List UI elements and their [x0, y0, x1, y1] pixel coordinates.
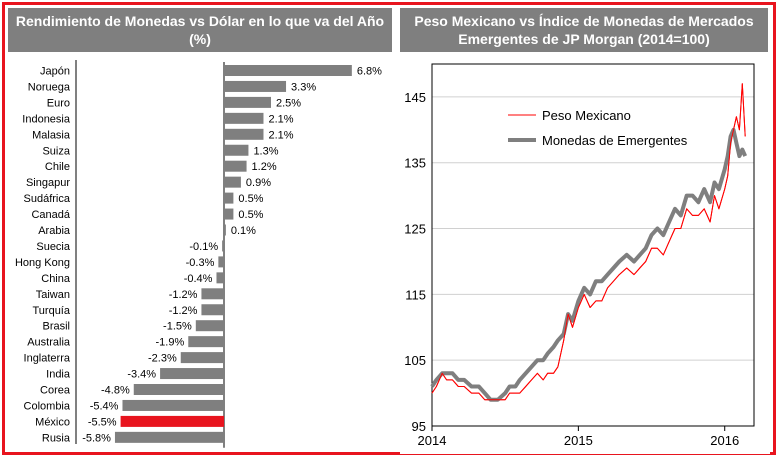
category-label-4: Malasia — [32, 129, 71, 141]
category-label-21: Colombia — [24, 400, 71, 412]
bar-11 — [222, 240, 224, 252]
currency-returns-bar-chart: Japón 6.8% Noruega 3.3% Euro 2.5% Indonesia 2.1… — [8, 56, 392, 448]
x-tick-label-2014: 2014 — [418, 433, 447, 448]
category-label-6: Chile — [45, 161, 70, 173]
category-label-12: Hong Kong — [15, 257, 70, 269]
value-label-19: -3.4% — [127, 369, 156, 381]
category-label-15: Turquía — [32, 305, 70, 317]
y-tick-label-135: 135 — [404, 156, 426, 171]
category-label-2: Euro — [47, 97, 70, 109]
category-label-11: Suecia — [36, 241, 71, 253]
bar-8 — [224, 192, 234, 204]
bar-3 — [224, 112, 264, 124]
value-label-1: 3.3% — [291, 81, 316, 93]
bar-21 — [122, 399, 224, 411]
bar-2 — [224, 96, 271, 108]
bar-20 — [133, 384, 224, 395]
bar-13 — [216, 272, 224, 284]
y-tick-label-115: 115 — [405, 287, 426, 302]
category-label-22: México — [35, 416, 70, 428]
bar-14 — [201, 288, 224, 300]
category-label-14: Taiwan — [36, 289, 70, 301]
category-label-10: Arabia — [38, 225, 71, 237]
bar-5 — [224, 144, 249, 156]
bar-0 — [224, 65, 352, 76]
bar-12 — [218, 256, 224, 268]
category-label-9: Canadá — [31, 209, 70, 221]
bar-9 — [224, 208, 234, 220]
plot-frame — [431, 63, 755, 427]
red-frame — [2, 2, 776, 455]
category-label-19: India — [46, 369, 71, 381]
bar-16 — [195, 320, 224, 332]
legend-label-0: Peso Mexicano — [542, 108, 631, 123]
line-chart-bg — [400, 56, 770, 454]
bar-1 — [224, 80, 287, 92]
value-label-16: -1.5% — [163, 321, 192, 333]
category-label-3: Indonesia — [22, 113, 71, 125]
value-label-4: 2.1% — [268, 129, 293, 141]
bar-15 — [201, 304, 224, 316]
bar-4 — [224, 128, 264, 140]
right-chart-title: Peso Mexicano vs Índice de Monedas de Me… — [400, 8, 768, 52]
y-tick-label-95: 95 — [412, 419, 426, 434]
value-label-10: 0.1% — [231, 225, 256, 237]
bar-19 — [160, 368, 224, 380]
value-label-8: 0.5% — [238, 193, 263, 205]
category-label-13: China — [41, 273, 71, 285]
value-label-15: -1.2% — [169, 305, 198, 317]
value-label-6: 1.2% — [252, 161, 277, 173]
category-label-18: Inglaterra — [24, 353, 71, 365]
category-label-1: Noruega — [28, 81, 71, 93]
series-line-1 — [430, 127, 748, 402]
value-label-13: -0.4% — [184, 273, 213, 285]
y-tick-label-145: 145 — [404, 90, 426, 105]
category-label-23: Rusia — [42, 432, 71, 444]
category-label-5: Suiza — [42, 145, 70, 157]
y-tick-label-105: 105 — [404, 353, 426, 368]
bar-chart-bg — [8, 56, 392, 448]
value-label-5: 1.3% — [253, 145, 278, 157]
left-chart-title: Rendimiento de Monedas vs Dólar en lo qu… — [8, 8, 392, 52]
value-label-18: -2.3% — [148, 353, 177, 365]
bar-22 — [120, 415, 224, 427]
bar-6 — [224, 160, 247, 172]
value-label-7: 0.9% — [246, 177, 271, 189]
x-tick-label-2016: 2016 — [710, 433, 739, 448]
x-tick-label-2015: 2015 — [564, 433, 593, 448]
y-tick-label-125: 125 — [404, 222, 426, 237]
value-label-3: 2.1% — [268, 113, 293, 125]
value-label-2: 2.5% — [276, 97, 301, 109]
value-label-23: -5.8% — [82, 432, 111, 444]
value-label-0: 6.8% — [357, 66, 382, 78]
bar-18 — [180, 352, 224, 364]
value-label-20: -4.8% — [101, 385, 130, 397]
peso-vs-em-line-chart: 95 105 115 125 135 145 2014 2015 2016 Peso Mexica… — [400, 56, 770, 454]
category-label-16: Brasil — [42, 321, 70, 333]
value-label-14: -1.2% — [169, 289, 198, 301]
bar-10 — [224, 224, 226, 236]
category-label-17: Australia — [27, 337, 71, 349]
legend-label-1: Monedas de Emergentes — [542, 133, 688, 148]
bar-17 — [188, 336, 224, 348]
bar-23 — [114, 431, 224, 443]
bar-7 — [224, 176, 241, 188]
value-label-9: 0.5% — [238, 209, 263, 221]
category-label-20: Corea — [40, 385, 71, 397]
value-label-17: -1.9% — [156, 337, 185, 349]
value-label-12: -0.3% — [186, 257, 215, 269]
value-label-21: -5.4% — [90, 400, 119, 412]
value-label-11: -0.1% — [189, 241, 218, 253]
left-chart-title-text: Rendimiento de Monedas vs Dólar en lo qu… — [15, 13, 385, 47]
category-label-0: Japón — [40, 66, 70, 78]
value-label-22: -5.5% — [88, 416, 117, 428]
series-line-0-overlay — [431, 83, 746, 401]
category-label-8: Sudáfrica — [24, 193, 71, 205]
category-label-7: Singapur — [26, 177, 70, 189]
right-chart-title-text: Peso Mexicano vs Índice de Monedas de Me… — [414, 13, 754, 47]
